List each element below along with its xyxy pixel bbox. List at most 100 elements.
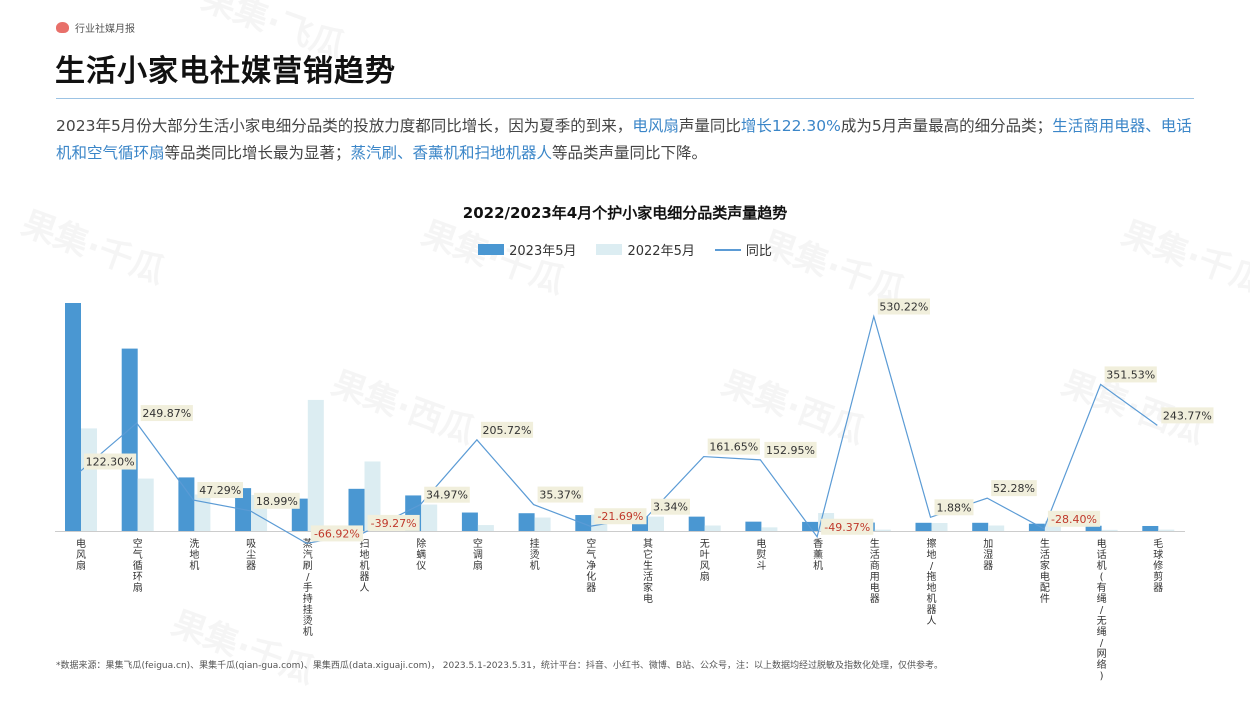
x-tick-label: 除螨仪 [416, 537, 426, 572]
x-tick-label: 毛球修剪器 [1153, 538, 1163, 594]
data-label-bg [537, 486, 584, 503]
desc-text: 等品类声量同比下降。 [552, 144, 708, 162]
bar-2023 [178, 477, 195, 531]
desc-highlight: 生活商用电器、电话机和空气循环扇 [56, 117, 1192, 162]
desc-highlight: 蒸汽刷、香薰机和扫地机器人 [350, 144, 553, 162]
logo-icon [56, 22, 69, 33]
data-label: -66.92% [314, 527, 360, 540]
bar-2022 [1101, 529, 1118, 531]
bar-2023 [65, 303, 81, 531]
legend-label: 2022年5月 [627, 244, 695, 259]
data-label-bg [764, 441, 817, 458]
bar-2022 [874, 529, 891, 531]
bar-2023 [688, 516, 705, 531]
title-divider [56, 98, 1194, 99]
bar-2023 [518, 513, 535, 531]
x-tick-label: 吸尘器 [246, 539, 256, 572]
bar-2022 [931, 523, 948, 531]
data-label-bg [367, 514, 420, 531]
data-label-bg [140, 405, 193, 422]
bar-2022 [421, 504, 438, 531]
data-label-bg [877, 298, 930, 315]
data-label: -49.37% [824, 521, 870, 534]
data-label: 35.37% [539, 489, 581, 502]
x-tick-label: 擦地/拖地机器人 [927, 537, 937, 627]
data-label-bg [1047, 510, 1101, 527]
bar-2022 [704, 525, 721, 531]
x-tick-label: 电熨斗 [756, 537, 766, 572]
data-label-bg [84, 453, 137, 470]
data-label: 34.97% [426, 489, 468, 502]
legend-item-2022: 2022年5月 [596, 240, 695, 259]
data-label-bg [651, 498, 690, 515]
data-label: 47.29% [199, 484, 241, 497]
bar-2022 [81, 428, 97, 531]
x-tick-label: 无叶风扇 [700, 539, 710, 583]
data-label-bg [1104, 366, 1157, 383]
data-label: 205.72% [483, 424, 532, 437]
legend-label: 2023年5月 [509, 244, 577, 259]
data-label: 530.22% [879, 301, 928, 314]
page-title: 生活小家电社媒营销趋势 [55, 54, 396, 89]
bar-2023 [461, 512, 478, 531]
description-paragraph: 2023年5月份大部分生活小家电细分品类的投放力度都同比增长，因为夏季的到来，电… [56, 113, 1206, 167]
bar-2022 [364, 461, 381, 531]
bar-2022 [534, 517, 551, 531]
data-label: 1.88% [937, 501, 972, 514]
bar-2023 [745, 521, 762, 531]
data-label: -28.40% [1051, 513, 1097, 526]
desc-highlight: 电风扇 [632, 117, 679, 135]
x-tick-label: 生活商用电器 [870, 537, 880, 605]
x-tick-label: 挂烫机 [530, 537, 540, 572]
data-label: 249.87% [142, 407, 191, 420]
legend-label: 同比 [745, 244, 772, 259]
desc-text: 等品类同比增长最为显著； [164, 144, 351, 162]
data-label: -21.69% [597, 510, 643, 523]
data-label: 152.95% [766, 444, 815, 457]
x-tick-label: 香薰机 [813, 538, 823, 572]
legend-swatch [596, 244, 623, 255]
desc-text: 声量同比 [678, 117, 741, 135]
chart-legend: 2023年5月 2022年5月 同比 [0, 240, 1250, 259]
bar-2023 [972, 522, 989, 531]
data-label: 3.34% [653, 501, 688, 514]
bar-2023 [1028, 523, 1045, 531]
x-tick-label: 空气循环扇 [133, 537, 143, 594]
x-tick-label: 蒸汽刷/手持挂烫机 [303, 538, 313, 638]
data-label-bg [707, 438, 760, 455]
chart-title: 2022/2023年4月个护小家电细分品类声量趋势 [462, 204, 788, 222]
bar-2023 [1085, 525, 1102, 531]
bar-2023 [915, 522, 932, 531]
legend-swatch [478, 244, 505, 255]
bar-2022 [648, 516, 664, 531]
x-tick-label: 其它生活家电 [643, 538, 653, 605]
legend-line [714, 248, 741, 251]
bar-2022 [477, 525, 494, 531]
data-label-bg [821, 518, 874, 535]
desc-highlight: 增长122.30% [740, 117, 841, 135]
bar-2023 [348, 488, 365, 531]
report-tag-label: 行业社媒月报 [75, 24, 135, 35]
bar-2023 [1142, 525, 1159, 531]
data-label: 161.65% [709, 441, 758, 454]
bar-2022 [194, 494, 211, 531]
bar-2022 [988, 525, 1005, 531]
data-label-bg [424, 486, 470, 503]
data-label: 122.30% [86, 456, 135, 469]
desc-text: 2023年5月份大部分生活小家电细分品类的投放力度都同比增长，因为夏季的到来， [56, 117, 633, 135]
data-label-bg [1161, 407, 1214, 424]
data-label: 18.99% [256, 495, 298, 508]
x-tick-label: 加湿器 [983, 538, 993, 572]
x-tick-label: 洗地机 [189, 538, 199, 572]
data-label: 243.77% [1163, 409, 1212, 422]
bar-2023 [121, 348, 138, 531]
bar-2022 [1158, 529, 1175, 531]
data-label: 351.53% [1106, 368, 1155, 381]
data-label-bg [480, 421, 534, 438]
data-label-bg [594, 508, 647, 525]
desc-text: 成为5月声量最高的细分品类； [840, 117, 1053, 135]
data-source-note: *数据来源：果集飞瓜(feigua.cn)、果集千瓜(qian-gua.com)… [56, 661, 944, 671]
data-label-bg [254, 492, 300, 509]
x-tick-label: 电话机(有绳/无绳/网络) [1097, 537, 1107, 682]
legend-item-yoy: 同比 [714, 240, 772, 259]
